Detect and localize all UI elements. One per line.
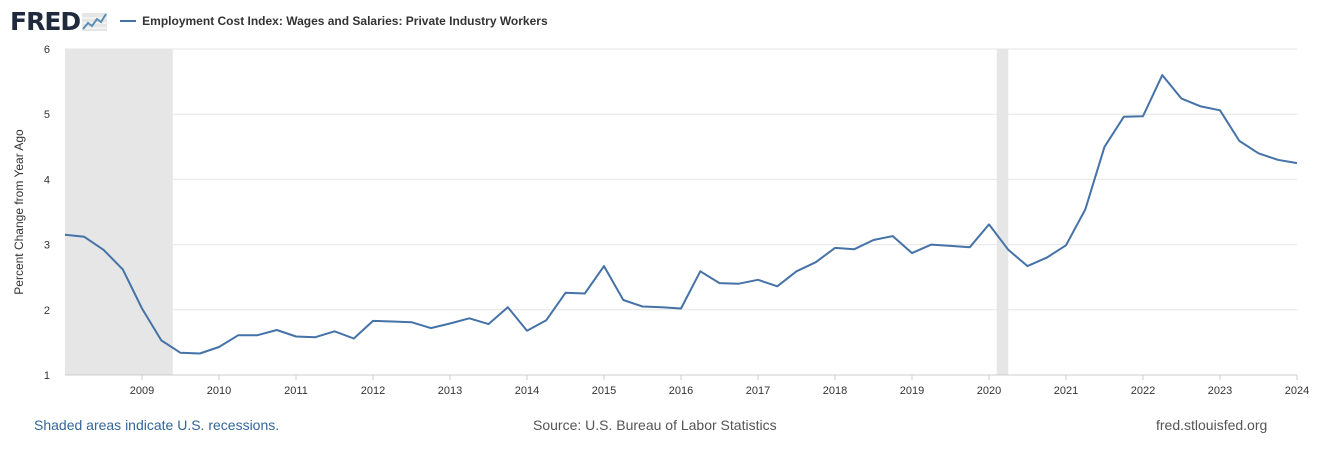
x-tick-label-2013: 2013 xyxy=(438,385,462,397)
x-tick-label-2020: 2020 xyxy=(977,385,1001,397)
x-tick-label-2010: 2010 xyxy=(207,385,231,397)
recession-band-1 xyxy=(65,49,173,375)
y-tick-label-4: 4 xyxy=(44,174,50,186)
x-axis-ticks: 2009 2010 2011 2012 2013 2014 2015 2016 2017 2018… xyxy=(130,375,1309,397)
series-line-1 xyxy=(64,74,1298,355)
x-tick-label-2022: 2022 xyxy=(1131,385,1155,397)
x-tick-label-2021: 2021 xyxy=(1054,385,1078,397)
recession-shading xyxy=(65,49,1009,375)
fred-logo-text: FRED xyxy=(10,6,81,36)
legend-label: Employment Cost Index: Wages and Salarie… xyxy=(142,14,548,28)
x-tick-label-2012: 2012 xyxy=(361,385,385,397)
x-tick-label-2009: 2009 xyxy=(130,385,154,397)
y-tick-label-2: 2 xyxy=(44,305,50,317)
x-tick-label-2018: 2018 xyxy=(823,385,847,397)
x-tick-label-2023: 2023 xyxy=(1208,385,1232,397)
series xyxy=(64,74,1298,355)
chart-header: FRED Employment Cost Index: Wages and Sa… xyxy=(10,6,548,36)
y-tick-label-6: 6 xyxy=(44,44,50,56)
fred-chart-icon xyxy=(82,13,108,31)
x-tick-label-2019: 2019 xyxy=(900,385,924,397)
recession-note[interactable]: Shaded areas indicate U.S. recessions. xyxy=(34,417,280,433)
fred-logo[interactable]: FRED xyxy=(10,7,108,36)
x-tick-label-2014: 2014 xyxy=(515,385,539,397)
y-tick-label-3: 3 xyxy=(44,240,50,252)
source-note[interactable]: Source: U.S. Bureau of Labor Statistics xyxy=(533,417,777,433)
x-tick-label-2015: 2015 xyxy=(592,385,616,397)
x-tick-label-2016: 2016 xyxy=(669,385,693,397)
chart-legend[interactable]: Employment Cost Index: Wages and Salarie… xyxy=(120,14,548,28)
gridlines xyxy=(65,48,1297,311)
y-tick-label-5: 5 xyxy=(44,109,50,121)
x-tick-label-2024: 2024 xyxy=(1285,385,1309,397)
x-tick-label-2017: 2017 xyxy=(746,385,770,397)
x-tick-label-2011: 2011 xyxy=(284,385,308,397)
recession-band-2 xyxy=(996,49,1009,375)
y-axis-title: Percent Change from Year Ago xyxy=(12,129,26,295)
y-tick-label-1: 1 xyxy=(44,370,50,382)
y-axis-ticks: 1 2 3 4 5 6 xyxy=(44,44,50,382)
legend-swatch xyxy=(120,20,137,22)
site-link[interactable]: fred.stlouisfed.org xyxy=(1156,417,1268,433)
